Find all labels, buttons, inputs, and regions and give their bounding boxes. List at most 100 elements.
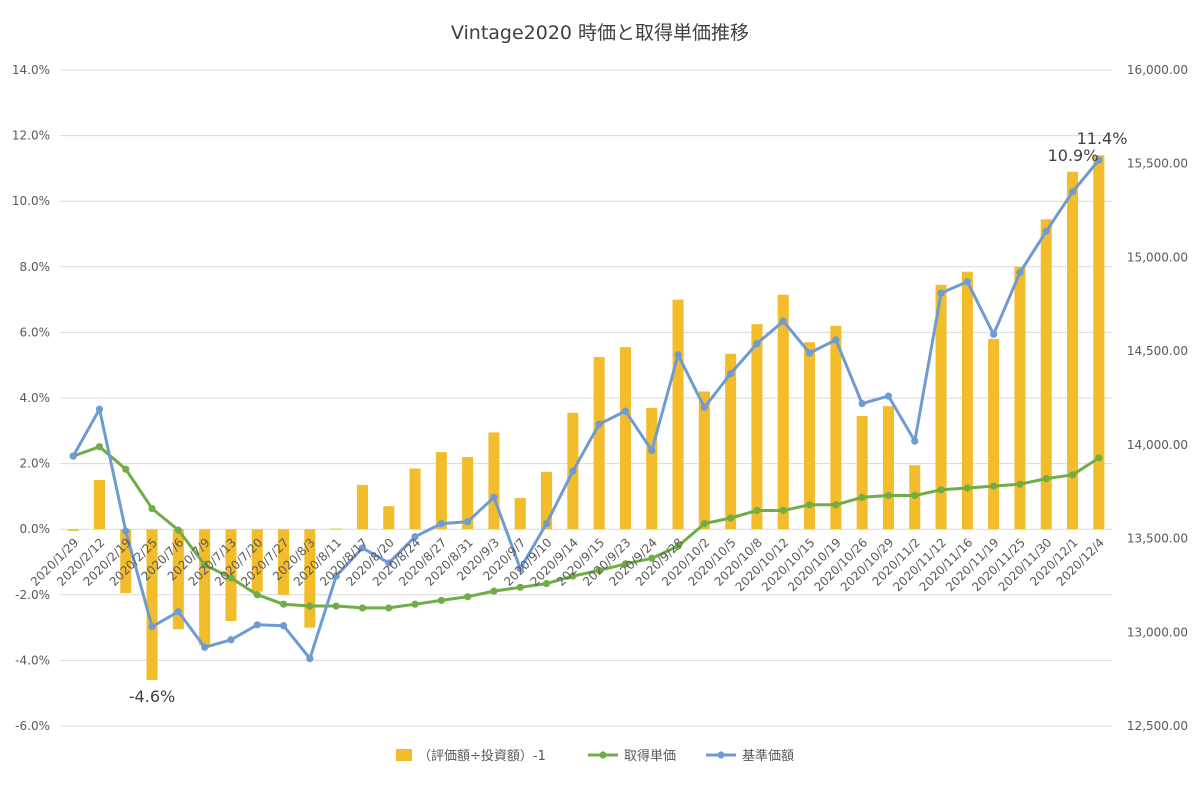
right-tick-label: 13,000.00	[1127, 625, 1188, 639]
series-point	[490, 587, 498, 595]
bar	[120, 529, 132, 594]
bar	[409, 468, 421, 530]
bar	[698, 391, 710, 530]
series-point	[1042, 227, 1050, 235]
legend-label: 基準価額	[742, 748, 794, 764]
legend-swatch-point	[599, 751, 607, 759]
right-tick-label: 14,000.00	[1127, 438, 1188, 452]
series-point	[805, 349, 814, 357]
bar	[278, 529, 290, 595]
series-point	[1042, 474, 1050, 483]
series-point	[700, 403, 708, 411]
series-point	[464, 593, 472, 601]
series-point	[227, 574, 235, 582]
series-line	[72, 445, 1100, 610]
series-point	[122, 465, 130, 473]
left-tick-label: 4.0%	[20, 391, 51, 405]
right-tick-label: 12,500.00	[1127, 719, 1188, 733]
left-tick-label: 10.0%	[12, 194, 50, 208]
bar	[751, 324, 763, 530]
left-tick-label: 8.0%	[20, 260, 51, 274]
series-point	[884, 392, 893, 400]
series-point	[753, 506, 761, 515]
series-point	[700, 519, 708, 528]
series-point	[1016, 268, 1024, 277]
bar	[777, 294, 789, 530]
bar	[304, 529, 316, 628]
series-point	[148, 623, 156, 631]
right-axis-ticks: 12,500.00 13,000.00 13,500.00 14,000.00 14,5…	[1127, 63, 1188, 733]
series-point	[411, 533, 419, 541]
series-point	[201, 561, 209, 569]
series-point	[385, 559, 393, 567]
series-point	[358, 604, 367, 612]
series-point	[253, 621, 261, 629]
bar	[330, 528, 342, 530]
bar	[1067, 171, 1079, 530]
left-tick-label: 0.0%	[20, 522, 51, 536]
bar-series	[67, 155, 1105, 681]
series-point	[332, 572, 340, 580]
bar	[593, 357, 605, 530]
bar	[856, 416, 868, 530]
right-tick-label: 15,500.00	[1127, 157, 1188, 171]
bar	[172, 529, 184, 630]
series-point	[227, 636, 235, 644]
bar	[356, 484, 368, 530]
bar	[1040, 219, 1052, 530]
series-point	[437, 596, 445, 605]
right-tick-label: 16,000.00	[1127, 63, 1188, 77]
series-point	[621, 407, 630, 415]
bar	[882, 406, 894, 530]
series-point	[279, 600, 288, 608]
series-point	[464, 518, 472, 526]
left-axis-ticks: -6.0% -4.0% -2.0% 0.0% 2.0% 4.0% 6.0% 8.0% 10.0%…	[12, 63, 50, 733]
series-point	[674, 542, 682, 550]
left-tick-label: 12.0%	[12, 129, 50, 143]
bar	[1093, 155, 1105, 530]
right-tick-label: 13,500.00	[1127, 532, 1188, 546]
series-point	[753, 340, 761, 348]
series-point	[911, 437, 919, 445]
bar	[514, 498, 526, 530]
data-label: 10.9%	[1048, 146, 1099, 165]
series-point	[490, 493, 498, 501]
series-point	[990, 330, 998, 338]
series-point	[122, 527, 130, 535]
bar	[935, 284, 947, 530]
series-point	[805, 501, 814, 509]
series-point	[174, 608, 182, 616]
series-point	[963, 484, 971, 492]
series-point	[937, 486, 945, 494]
series-point	[674, 351, 682, 359]
series-point	[148, 504, 156, 513]
bar	[93, 480, 105, 530]
series-point	[911, 491, 919, 500]
series-point	[727, 514, 735, 522]
data-label: -4.6%	[129, 687, 175, 706]
bar	[830, 325, 842, 530]
series-point	[779, 317, 787, 325]
series-point	[1068, 471, 1077, 479]
bar	[541, 471, 553, 530]
series-point	[279, 622, 288, 630]
series-point	[385, 604, 393, 612]
left-tick-label: 2.0%	[20, 457, 51, 471]
legend-swatch-bar	[396, 749, 412, 761]
bar	[199, 529, 211, 646]
series-point	[569, 572, 577, 580]
series-point	[332, 602, 340, 610]
series-point	[621, 560, 630, 568]
left-tick-label: -4.0%	[15, 653, 50, 667]
bar	[67, 529, 79, 531]
series-point	[963, 278, 971, 286]
series-point	[884, 491, 893, 500]
series-point	[990, 482, 998, 490]
series-point	[648, 446, 656, 455]
series-point	[832, 501, 840, 509]
right-tick-label: 15,000.00	[1127, 250, 1188, 264]
bar	[146, 529, 158, 681]
left-tick-label: 14.0%	[12, 63, 50, 77]
series-point	[69, 452, 77, 460]
series-point	[516, 583, 524, 591]
